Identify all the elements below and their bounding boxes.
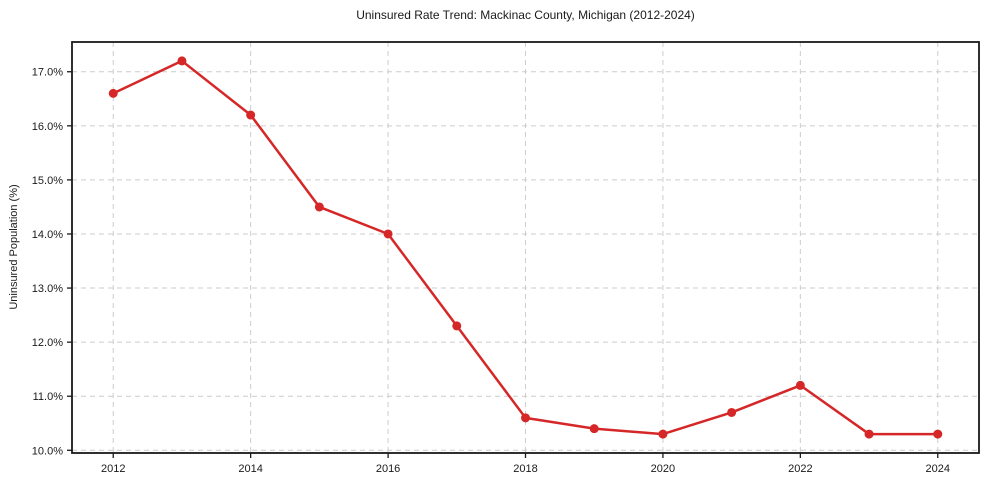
chart-title: Uninsured Rate Trend: Mackinac County, M… [356,8,695,22]
data-point-marker [795,380,805,390]
y-tick-label: 12.0% [32,337,63,349]
y-tick-label: 10.0% [32,445,63,457]
y-tick-label: 13.0% [32,283,63,295]
data-point-marker [521,413,530,423]
data-point-marker [933,429,943,439]
x-tick-label: 2014 [238,463,262,475]
data-point-marker [864,429,874,439]
y-axis-label: Uninsured Population (%) [8,184,20,310]
x-tick-label: 2012 [101,463,125,475]
plot-border [71,41,980,454]
y-tick-label: 15.0% [32,175,63,187]
data-point-marker [177,56,187,66]
x-tick-label: 2022 [788,463,812,475]
y-tick-label: 17.0% [32,67,63,79]
data-point-marker [452,321,462,331]
y-tick-label: 16.0% [32,121,63,133]
data-point-marker [246,110,256,120]
data-point-marker [658,429,668,439]
data-point-marker [108,88,118,98]
x-tick-label: 2016 [376,463,400,475]
x-tick-label: 2024 [926,463,950,475]
data-point-marker [727,407,737,417]
y-tick-label: 14.0% [32,229,63,241]
y-tick-label: 11.0% [33,391,64,403]
data-point-marker [314,202,324,212]
x-tick-label: 2018 [513,463,537,475]
data-point-marker [383,229,393,239]
data-point-marker [589,424,599,434]
x-tick-label: 2020 [651,463,675,475]
